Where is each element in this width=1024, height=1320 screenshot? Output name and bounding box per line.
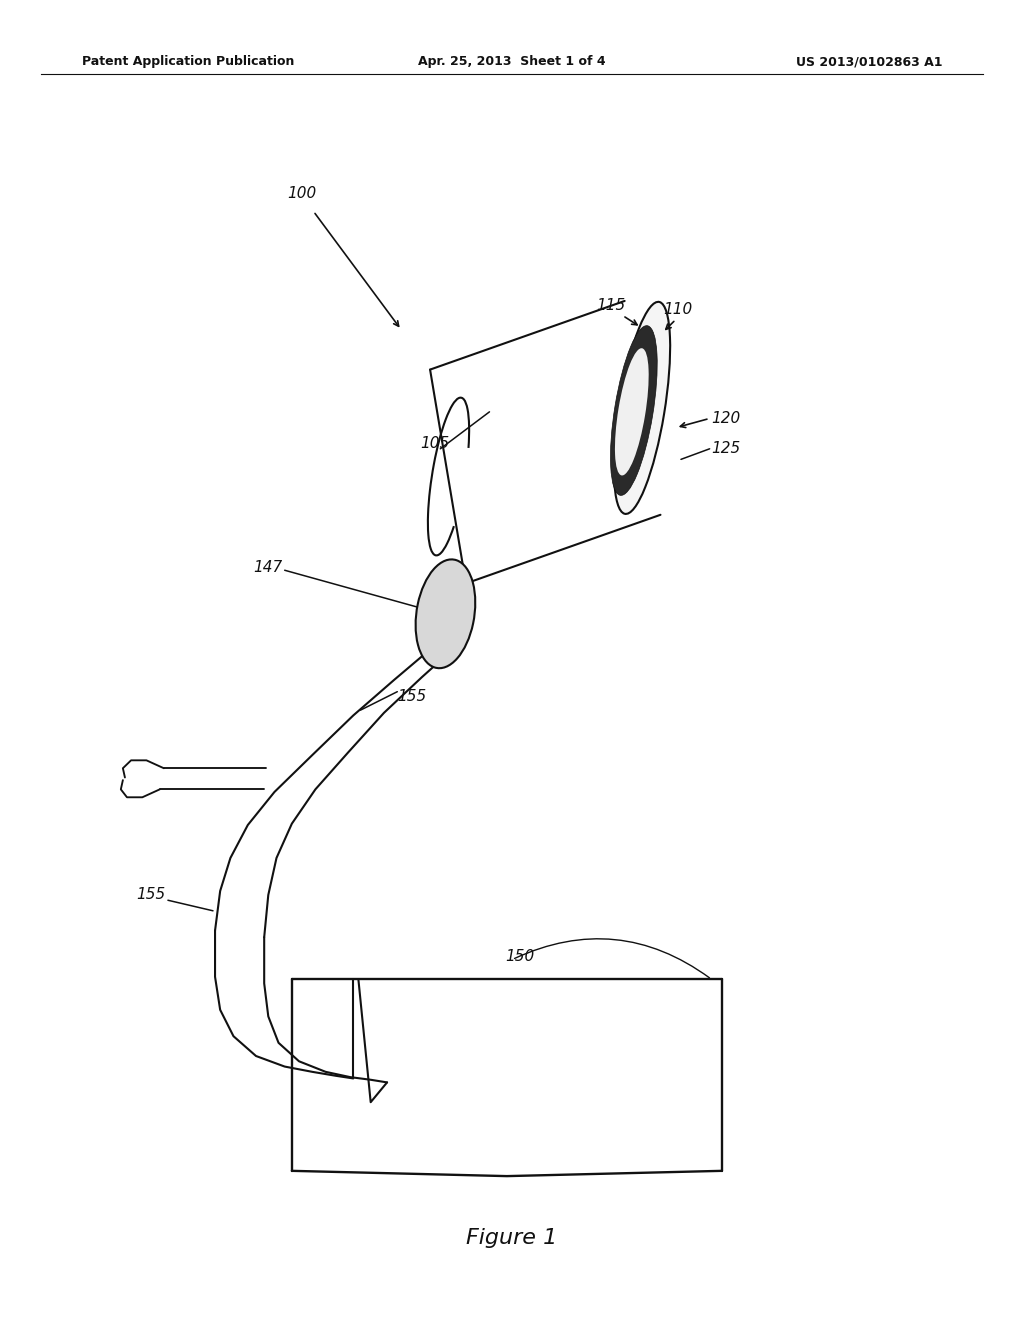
Text: 125: 125 — [712, 441, 741, 457]
Text: 115: 115 — [597, 298, 626, 313]
Text: 155: 155 — [397, 689, 427, 704]
Text: 100: 100 — [288, 186, 316, 201]
Text: US 2013/0102863 A1: US 2013/0102863 A1 — [796, 55, 942, 69]
Text: Figure 1: Figure 1 — [466, 1228, 558, 1249]
Ellipse shape — [416, 560, 475, 668]
Text: 155: 155 — [136, 887, 166, 903]
Ellipse shape — [610, 326, 657, 495]
Text: 110: 110 — [664, 302, 693, 317]
Text: Patent Application Publication: Patent Application Publication — [82, 55, 294, 69]
Text: 147: 147 — [253, 560, 283, 576]
Text: 105: 105 — [420, 437, 450, 451]
Ellipse shape — [614, 302, 670, 513]
Text: 150: 150 — [505, 949, 535, 964]
Text: Apr. 25, 2013  Sheet 1 of 4: Apr. 25, 2013 Sheet 1 of 4 — [418, 55, 606, 69]
Text: 120: 120 — [712, 411, 741, 426]
Ellipse shape — [615, 348, 648, 475]
